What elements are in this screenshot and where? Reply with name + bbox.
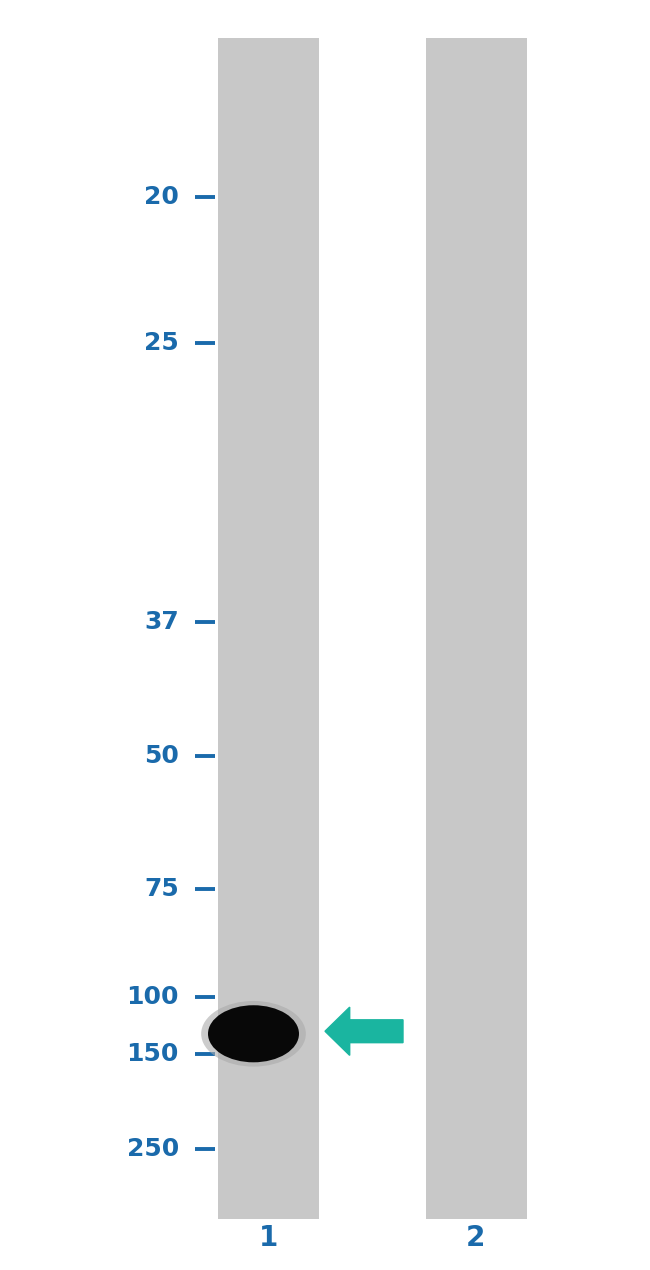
Text: 25: 25 <box>144 331 179 354</box>
Bar <box>426 38 526 1219</box>
Bar <box>218 38 318 1219</box>
Ellipse shape <box>208 1006 299 1062</box>
Text: 100: 100 <box>126 986 179 1008</box>
Text: 37: 37 <box>144 611 179 634</box>
Text: 1: 1 <box>259 1224 278 1252</box>
Text: 2: 2 <box>466 1224 486 1252</box>
Text: 150: 150 <box>126 1043 179 1066</box>
Text: 250: 250 <box>127 1138 179 1161</box>
Text: 50: 50 <box>144 744 179 767</box>
Text: 20: 20 <box>144 185 179 208</box>
Text: 75: 75 <box>144 878 179 900</box>
Ellipse shape <box>202 1001 306 1067</box>
FancyArrow shape <box>325 1007 403 1055</box>
